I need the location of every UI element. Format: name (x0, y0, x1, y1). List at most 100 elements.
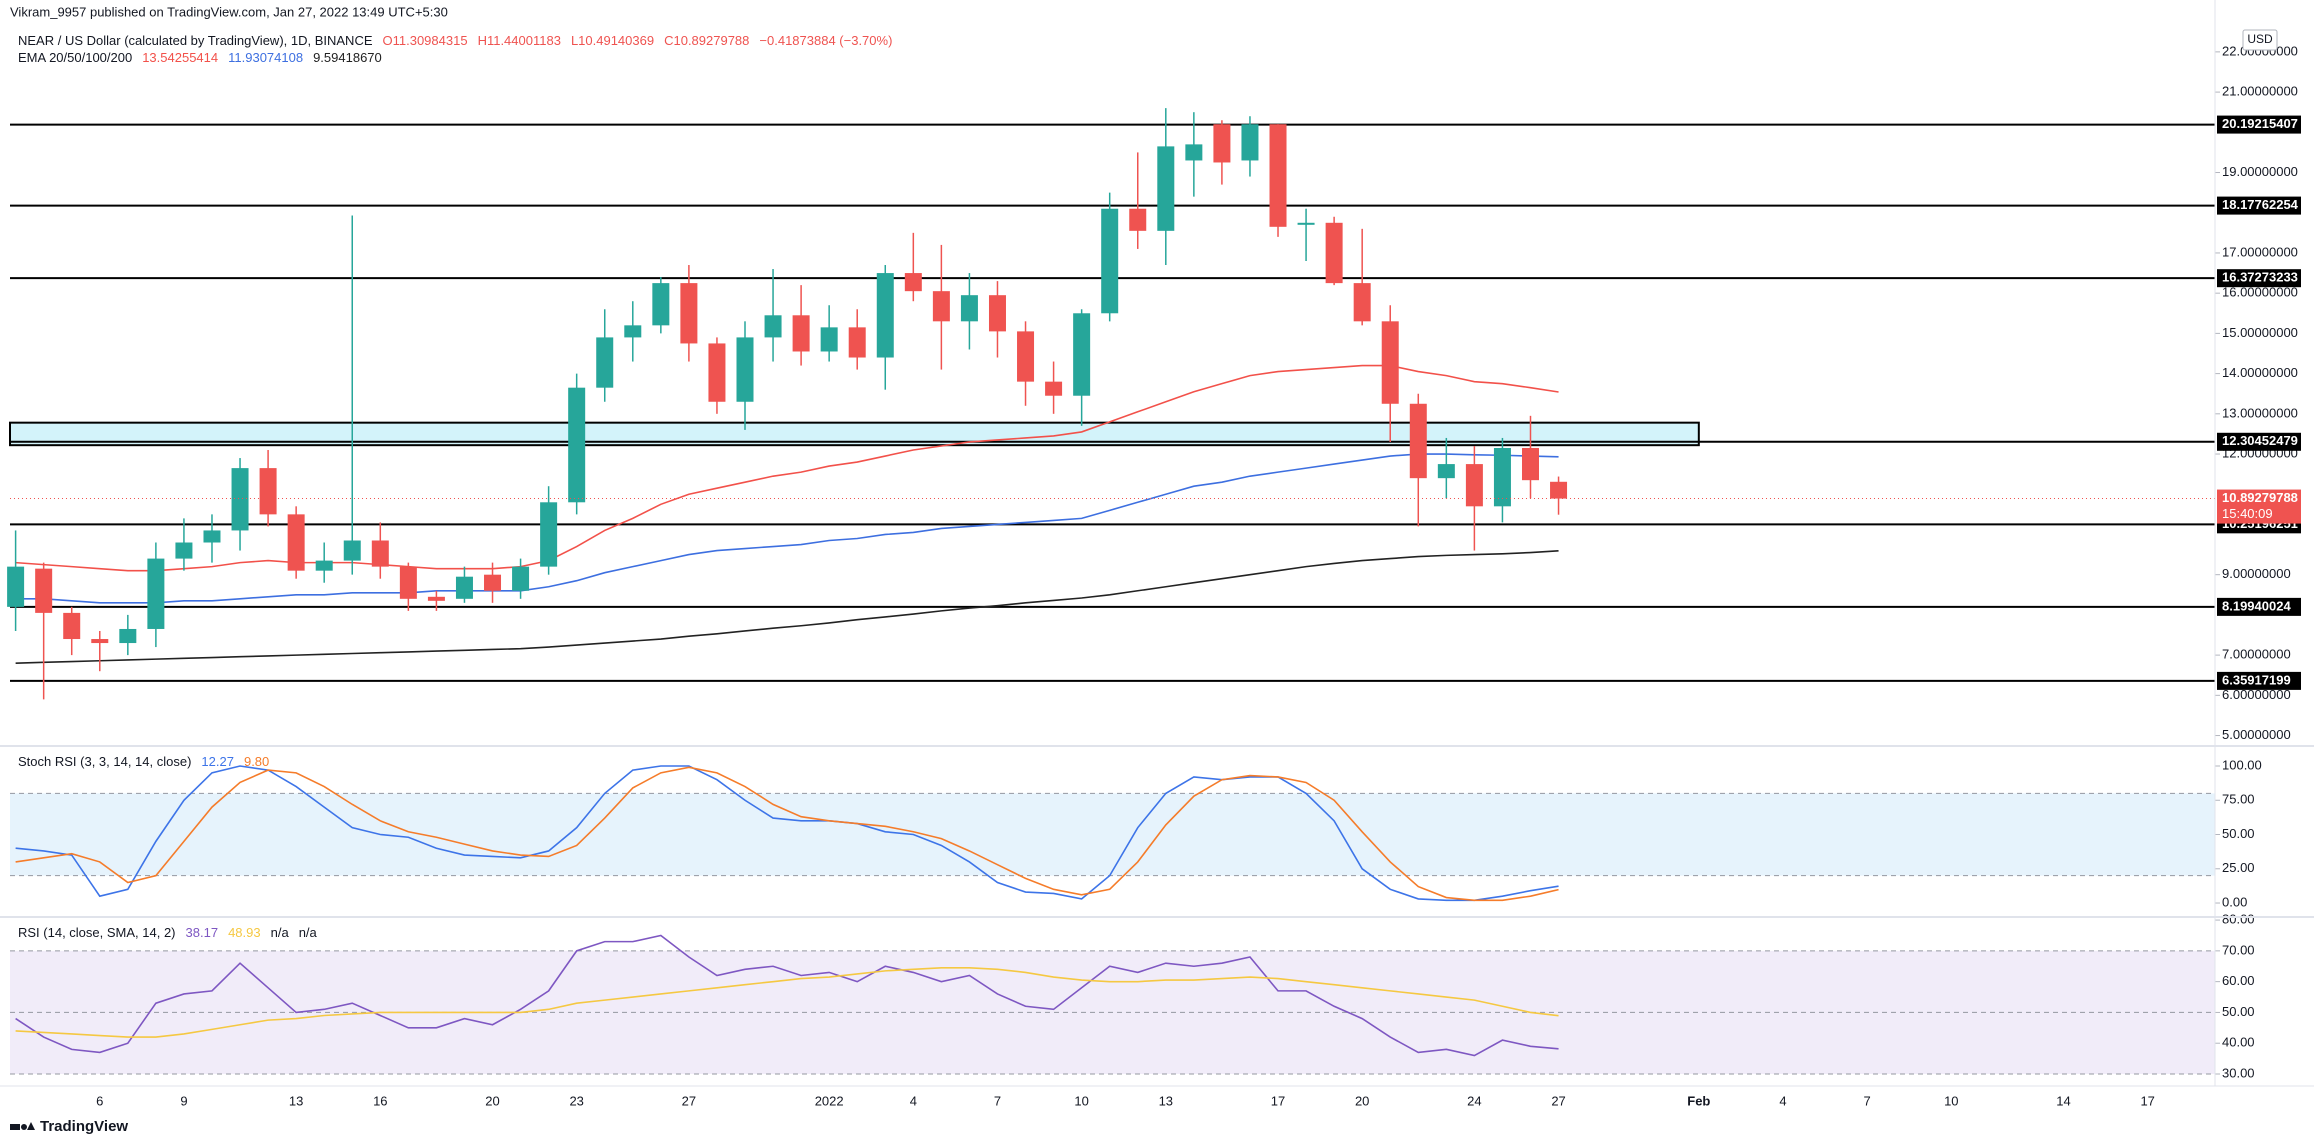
level-label-bg (2217, 432, 2301, 451)
x-tick-label: 23 (569, 1093, 583, 1108)
x-tick-label: 4 (910, 1093, 917, 1108)
x-tick-label: 14 (2056, 1093, 2070, 1108)
level-label: 20.19215407 (2222, 116, 2298, 131)
x-tick-label: 24 (1467, 1093, 1481, 1108)
level-label: 6.35917199 (2222, 672, 2291, 687)
x-tick-label: 7 (994, 1093, 1001, 1108)
candle-body (484, 574, 502, 591)
candle-body (904, 273, 922, 292)
candle-body (596, 337, 614, 388)
candle-body (91, 639, 109, 644)
indicator-value: 11.93074108 (228, 50, 303, 65)
logo-mark (21, 1124, 27, 1130)
candle-body (708, 343, 726, 402)
currency-box (2242, 29, 2278, 51)
indicator-line (15, 364, 1559, 572)
indicator-value: n/a (271, 925, 290, 940)
y-tick-label: 50.00 (2222, 1004, 2255, 1019)
y-tick-label: 19.00000000 (2222, 164, 2298, 179)
indicator-line (15, 966, 1559, 1038)
x-tick-label: 20 (485, 1093, 499, 1108)
candle-body (540, 502, 558, 567)
x-tick-label: 13 (1159, 1093, 1173, 1108)
level-label: 18.17762254 (2222, 197, 2299, 212)
countdown: 15:40:09 (2222, 506, 2273, 521)
ohlc-value: H11.44001183 (478, 33, 561, 48)
indicator-title: Stoch RSI (3, 3, 14, 14, close) (18, 754, 191, 769)
x-tick-label: Feb (1687, 1093, 1710, 1108)
candle-body (1073, 313, 1091, 396)
band (10, 793, 2215, 876)
candle-body (1213, 124, 1231, 163)
level-label-bg (2217, 269, 2301, 288)
candle-body (820, 327, 838, 352)
candle-body (455, 576, 473, 599)
ohlc-value: O11.30984315 (383, 33, 468, 48)
y-tick-label: 25.00 (2222, 860, 2255, 875)
level-label-bg (2217, 671, 2301, 690)
candle-body (876, 273, 894, 358)
candle-body (1129, 208, 1147, 231)
candle-body (371, 540, 389, 567)
candle-body (988, 295, 1006, 332)
level-label: 12.30452479 (2222, 433, 2298, 448)
y-tick-label: 0.00 (2222, 894, 2247, 909)
y-tick-label: 30.00 (2222, 1065, 2255, 1080)
candle-body (1465, 464, 1483, 507)
candle-body (119, 628, 137, 644)
y-tick-label: 50.00 (2222, 826, 2255, 841)
candle-body (315, 560, 333, 571)
x-tick-label: 2022 (815, 1093, 844, 1108)
candle-body (1017, 331, 1035, 382)
x-tick-label: 6 (96, 1093, 103, 1108)
candle-body (680, 283, 698, 344)
symbol-title: NEAR / US Dollar (calculated by TradingV… (18, 33, 373, 48)
y-tick-label: 7.00000000 (2222, 647, 2291, 662)
y-tick-label: 17.00000000 (2222, 244, 2298, 259)
x-tick-label: 16 (373, 1093, 387, 1108)
indicator-line (15, 765, 1559, 902)
candle-body (1157, 146, 1175, 231)
indicator-value: 38.17 (186, 925, 219, 940)
candle-body (1437, 464, 1455, 479)
indicator-value: 13.54255414 (142, 50, 218, 65)
level-label-bg (2217, 196, 2301, 215)
candle-body (259, 468, 277, 515)
logo: TradingView (10, 1118, 128, 1135)
indicator-line (15, 766, 1559, 902)
logo-mark (27, 1122, 35, 1130)
candle-body (512, 566, 530, 591)
candle-body (932, 291, 950, 322)
ohlc-value: L10.49140369 (571, 33, 654, 48)
indicator-title: RSI (14, close, SMA, 14, 2) (18, 925, 176, 940)
candle-body (652, 283, 670, 326)
candle-body (1550, 481, 1568, 499)
candle-body (35, 568, 53, 613)
candle-body (203, 530, 221, 543)
candle-body (1297, 222, 1315, 225)
currency: USD (2247, 32, 2273, 46)
y-tick-label: 9.00000000 (2222, 566, 2291, 581)
x-tick-label: 10 (1074, 1093, 1088, 1108)
candle-body (1101, 208, 1119, 314)
level-label: 16.37273233 (2222, 270, 2298, 285)
candle-body (792, 315, 810, 352)
indicator-line (15, 934, 1559, 1057)
candle-body (287, 514, 305, 571)
x-tick-label: 9 (180, 1093, 187, 1108)
y-tick-label: 22.00000000 (2222, 43, 2298, 58)
indicator-value: 48.93 (228, 925, 261, 940)
candle-body (1409, 403, 1427, 479)
candle-body (848, 327, 866, 358)
candle-body (399, 566, 417, 599)
y-tick-label: 75.00 (2222, 792, 2255, 807)
indicator-line (15, 453, 1559, 604)
candle-body (624, 325, 642, 338)
x-tick-label: 27 (682, 1093, 696, 1108)
y-tick-label: 60.00 (2222, 973, 2255, 988)
last-price-bg (2217, 489, 2301, 524)
candle-body (1381, 321, 1399, 404)
level-label: 8.19940024 (2222, 598, 2291, 613)
pane-legend: EMA 20/50/100/200 13.54255414 11.93074108 9… (18, 50, 382, 65)
